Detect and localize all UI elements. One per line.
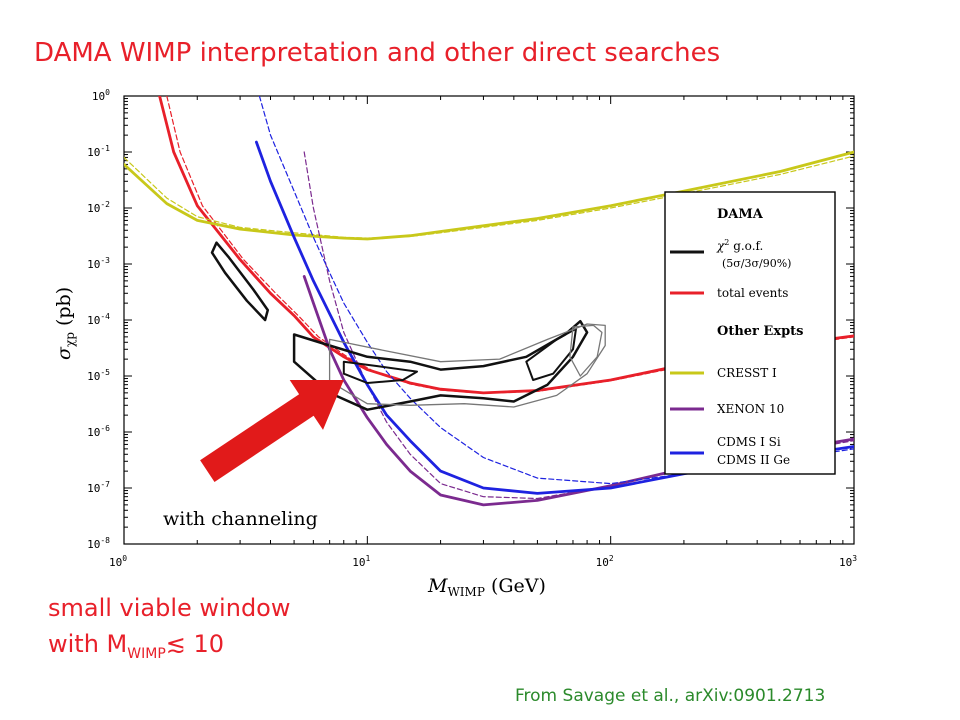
- x-tick-label: 100: [109, 554, 127, 569]
- cresst-dashed-line: [124, 155, 854, 239]
- dama-contour: [525, 327, 577, 381]
- y-tick-label: 100: [92, 88, 110, 103]
- y-tick-label: 10-7: [87, 480, 110, 495]
- legend-chi2: χ2 g.o.f.: [716, 238, 763, 253]
- slide-title: DAMA WIMP interpretation and other direc…: [34, 38, 721, 68]
- legend-cdms2: CDMS II Ge: [717, 453, 790, 467]
- axis-ticks: [123, 96, 854, 545]
- note-line2-prefix: with M: [48, 630, 128, 658]
- y-tick-label: 10-2: [87, 200, 110, 215]
- x-axis-label: MWIMP (GeV): [427, 575, 546, 599]
- cdms-dashed-line: [258, 96, 854, 485]
- total-events-solid-line: [158, 96, 854, 395]
- legend-box: [664, 191, 836, 475]
- y-tick-label: 10-3: [87, 256, 110, 271]
- tick-labels: 100 101 102 103 100 10-1 10-2 10-3 10-4 10-5 10-6 1…: [87, 88, 857, 569]
- legend-header-other: Other Expts: [717, 324, 804, 339]
- note-line2: with MWIMP≲ 10: [48, 630, 224, 662]
- credit: From Savage et al., arXiv:0901.2713: [515, 686, 826, 706]
- y-tick-label: 10-8: [87, 536, 110, 551]
- x-tick-label: 101: [352, 554, 370, 569]
- dama-contour: [210, 241, 270, 322]
- legend: DAMA χ2 g.o.f. (5σ/3σ/90%) total events …: [664, 191, 836, 475]
- dama-contour: [342, 360, 418, 384]
- y-tick-label: 10-5: [87, 368, 110, 383]
- dama-regions: [210, 241, 606, 411]
- with-channeling-label: with channeling: [163, 508, 318, 530]
- arrow-shape: [200, 380, 344, 482]
- note-line1: small viable window: [48, 594, 291, 622]
- y-tick-label: 10-1: [87, 144, 110, 159]
- note-line2-sub: WIMP: [127, 645, 166, 662]
- dama-contour: [569, 324, 603, 377]
- legend-total-events: total events: [717, 286, 788, 300]
- dama-contour: [292, 319, 589, 411]
- y-tick-label: 10-6: [87, 424, 110, 439]
- note-line2-suffix: ≲ 10: [165, 630, 225, 658]
- dama-contour: [328, 323, 606, 408]
- y-tick-label: 10-4: [87, 312, 110, 327]
- x-tick-label: 103: [839, 554, 857, 569]
- series-layer: [124, 96, 854, 507]
- red-arrow: [200, 380, 344, 482]
- legend-xenon: XENON 10: [717, 402, 784, 416]
- legend-chi2-levels: (5σ/3σ/90%): [722, 257, 791, 270]
- cdms-solid-line: [254, 140, 854, 495]
- total-events-dashed-line: [166, 96, 854, 394]
- x-tick-label: 102: [596, 554, 614, 569]
- y-axis-label: σχp (pb): [53, 287, 77, 360]
- legend-header-dama: DAMA: [717, 207, 764, 222]
- legend-cdms1: CDMS I Si: [717, 435, 781, 449]
- legend-cresst: CRESST I: [717, 366, 777, 380]
